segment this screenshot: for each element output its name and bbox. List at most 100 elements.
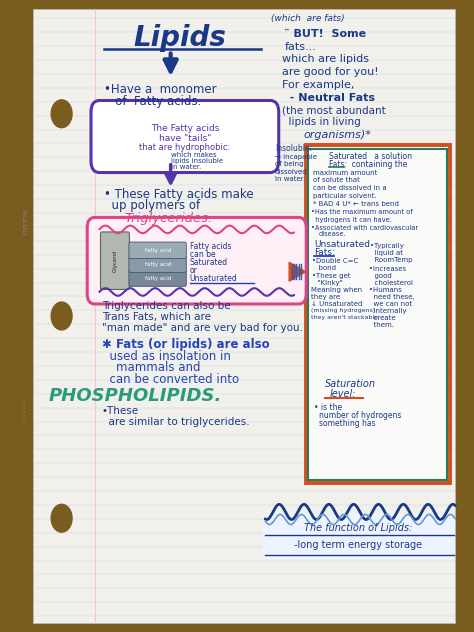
Text: can be dissolved in a: can be dissolved in a <box>313 185 386 191</box>
Text: •These get: •These get <box>312 272 350 279</box>
Text: ¨ BUT!  Some: ¨ BUT! Some <box>284 29 366 39</box>
Text: •Associated with cardiovascular: •Associated with cardiovascular <box>311 224 419 231</box>
FancyBboxPatch shape <box>91 100 279 173</box>
Text: •Increases: •Increases <box>369 265 406 272</box>
Text: them.: them. <box>369 322 394 328</box>
Text: in water.: in water. <box>275 176 305 183</box>
Text: need these,: need these, <box>369 294 415 300</box>
Text: •Humans: •Humans <box>369 287 401 293</box>
Text: Fatty acids: Fatty acids <box>190 242 231 251</box>
Text: mammals and: mammals and <box>116 362 201 374</box>
Text: can be: can be <box>190 250 215 259</box>
Text: (missing hydrogens): (missing hydrogens) <box>311 308 375 313</box>
Text: Lipids: Lipids <box>134 24 227 52</box>
Text: Triglycerides can also be: Triglycerides can also be <box>102 301 230 311</box>
Text: (the most abundant: (the most abundant <box>282 106 386 116</box>
FancyBboxPatch shape <box>100 232 129 289</box>
Text: lipids in living: lipids in living <box>282 117 361 127</box>
Text: organisms)*: organisms)* <box>303 130 371 140</box>
Text: ↓ Unsaturated: ↓ Unsaturated <box>311 301 363 307</box>
Text: they aren't stackable: they aren't stackable <box>311 315 378 320</box>
FancyBboxPatch shape <box>306 145 450 483</box>
Text: lipids insoluble: lipids insoluble <box>171 158 223 164</box>
Text: level:: level: <box>329 389 356 399</box>
Text: •Has the maximum amount of: •Has the maximum amount of <box>311 209 413 216</box>
Text: up polymers of: up polymers of <box>104 199 201 212</box>
Text: For example,: For example, <box>282 80 355 90</box>
Text: Saturated   a solution: Saturated a solution <box>329 152 412 161</box>
Text: PHOSPHOLIPIDS.: PHOSPHOLIPIDS. <box>48 387 222 404</box>
FancyBboxPatch shape <box>308 149 447 480</box>
Text: they are: they are <box>311 294 340 300</box>
Text: "man made" and are very bad for you.: "man made" and are very bad for you. <box>102 323 303 333</box>
Text: fatty acid: fatty acid <box>145 262 171 267</box>
Text: or: or <box>190 266 198 275</box>
Text: good: good <box>370 272 392 279</box>
Text: •Double C=C: •Double C=C <box>312 258 358 264</box>
Text: can be converted into: can be converted into <box>102 373 239 386</box>
Text: dissolved: dissolved <box>275 169 308 175</box>
Text: we can not: we can not <box>369 301 412 307</box>
Text: FIVE STAR.: FIVE STAR. <box>24 208 28 234</box>
Text: •Typically: •Typically <box>370 243 403 250</box>
Text: fats...: fats... <box>284 42 316 52</box>
Circle shape <box>51 100 72 128</box>
Text: particular solvent.: particular solvent. <box>313 193 376 199</box>
Text: Meaning when: Meaning when <box>311 287 363 293</box>
Circle shape <box>51 302 72 330</box>
Text: hydrogens it can have.: hydrogens it can have. <box>311 217 392 223</box>
Text: Fats:  containing the: Fats: containing the <box>329 160 408 169</box>
Text: •Have a  monomer: •Have a monomer <box>104 83 217 96</box>
Text: maximum amount: maximum amount <box>313 169 377 176</box>
Text: ✱ Fats (or lipids) are also: ✱ Fats (or lipids) are also <box>102 338 270 351</box>
Text: bond: bond <box>314 265 336 271</box>
Text: fatty acid: fatty acid <box>145 276 171 281</box>
Text: of  Fatty acids.: of Fatty acids. <box>104 95 201 107</box>
Text: Unsaturated: Unsaturated <box>314 240 370 249</box>
Text: disease.: disease. <box>319 231 346 238</box>
Text: * BAD 4 U* ← trans bend: * BAD 4 U* ← trans bend <box>313 201 399 207</box>
FancyBboxPatch shape <box>263 514 455 559</box>
Text: have "tails": have "tails" <box>159 134 211 143</box>
FancyBboxPatch shape <box>129 270 186 286</box>
Text: which are lipids: which are lipids <box>282 54 369 64</box>
Text: (which  are fats): (which are fats) <box>271 15 345 23</box>
Text: Saturated: Saturated <box>190 258 228 267</box>
Text: • These Fatty acids make: • These Fatty acids make <box>104 188 254 200</box>
Text: Insoluble:: Insoluble: <box>275 144 312 153</box>
Text: are good for you!: are good for you! <box>282 67 379 77</box>
Text: of solute that: of solute that <box>313 177 360 183</box>
FancyBboxPatch shape <box>87 217 306 304</box>
Text: - Neutral Fats: - Neutral Fats <box>282 93 375 103</box>
Text: liquid at: liquid at <box>370 250 403 257</box>
Text: → incapable: → incapable <box>275 154 317 160</box>
Text: RoomTemp: RoomTemp <box>370 257 412 264</box>
Text: Unsaturated: Unsaturated <box>190 274 237 283</box>
Text: that are hydrophobic:: that are hydrophobic: <box>139 143 230 152</box>
Text: Glycerol: Glycerol <box>113 249 118 272</box>
Text: •These: •These <box>102 406 139 416</box>
FancyBboxPatch shape <box>129 242 186 258</box>
Text: The function of Lipids:: The function of Lipids: <box>304 523 412 533</box>
Text: The Fatty acids: The Fatty acids <box>151 124 219 133</box>
Text: Fats:: Fats: <box>314 248 335 257</box>
Circle shape <box>51 504 72 532</box>
Text: Saturation: Saturation <box>325 379 376 389</box>
FancyBboxPatch shape <box>33 9 455 623</box>
Polygon shape <box>289 262 306 281</box>
Text: number of hydrogens: number of hydrogens <box>319 411 401 420</box>
Text: "Kinky": "Kinky" <box>313 279 343 286</box>
Text: are similar to triglycerides.: are similar to triglycerides. <box>102 416 249 427</box>
Text: in water.: in water. <box>171 164 201 170</box>
Text: Trans Fats, which are: Trans Fats, which are <box>102 312 211 322</box>
Text: something has: something has <box>319 419 375 428</box>
Text: fatty acid: fatty acid <box>145 248 171 253</box>
Text: of being: of being <box>275 161 303 167</box>
Text: * * * * *: * * * * * <box>24 401 28 420</box>
Text: -long term energy storage: -long term energy storage <box>294 540 422 550</box>
Text: used as insolation in: used as insolation in <box>102 350 231 363</box>
Text: create: create <box>369 315 395 321</box>
FancyBboxPatch shape <box>129 256 186 272</box>
Text: • is the: • is the <box>314 403 342 411</box>
Text: cholesterol: cholesterol <box>370 279 413 286</box>
